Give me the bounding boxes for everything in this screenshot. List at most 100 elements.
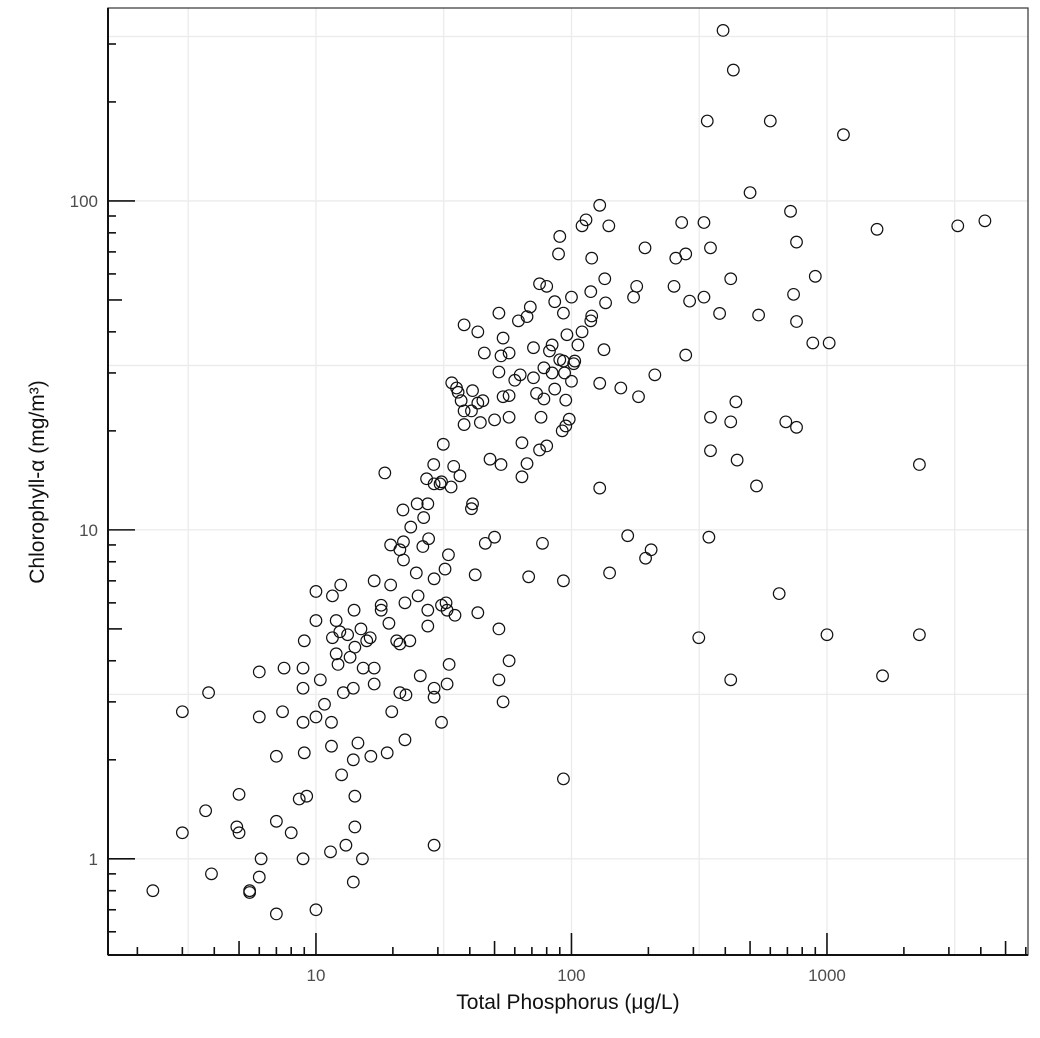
data-point bbox=[520, 457, 534, 471]
data-point bbox=[393, 686, 407, 700]
data-point bbox=[478, 536, 492, 550]
y-tick-label: 1 bbox=[89, 850, 98, 869]
data-point bbox=[598, 272, 612, 286]
data-point bbox=[435, 715, 448, 729]
data-point bbox=[496, 331, 510, 345]
data-point bbox=[421, 497, 435, 511]
data-point bbox=[354, 622, 368, 636]
x-axis-title: Total Phosphorus (μg/L) bbox=[456, 991, 679, 1014]
data-point bbox=[639, 551, 652, 565]
data-point bbox=[442, 548, 455, 562]
data-point bbox=[309, 710, 323, 724]
data-point bbox=[343, 650, 357, 664]
data-point bbox=[453, 469, 467, 483]
data-point bbox=[471, 325, 485, 339]
data-point bbox=[763, 114, 777, 128]
data-point bbox=[351, 736, 365, 750]
data-point bbox=[473, 416, 487, 429]
data-point bbox=[743, 186, 757, 200]
data-point bbox=[438, 562, 452, 576]
data-point bbox=[533, 443, 546, 457]
data-point bbox=[492, 622, 506, 636]
data-point bbox=[356, 852, 369, 866]
data-point bbox=[700, 114, 714, 128]
data-point bbox=[553, 230, 567, 243]
data-point bbox=[697, 216, 711, 229]
data-point bbox=[713, 307, 727, 320]
data-point bbox=[502, 389, 516, 402]
data-point bbox=[523, 300, 537, 314]
data-point bbox=[297, 746, 311, 760]
y-tick-label: 10 bbox=[79, 521, 98, 540]
data-point bbox=[335, 768, 349, 782]
data-point bbox=[750, 479, 763, 493]
data-point bbox=[557, 306, 570, 320]
data-point bbox=[348, 789, 362, 803]
data-point bbox=[367, 574, 381, 588]
data-point bbox=[522, 570, 536, 584]
data-point bbox=[515, 436, 529, 450]
x-tick-label: 100 bbox=[557, 966, 585, 985]
data-point bbox=[471, 396, 485, 410]
data-point bbox=[411, 589, 425, 603]
data-point bbox=[396, 503, 410, 517]
data-point bbox=[199, 804, 213, 818]
data-point bbox=[296, 715, 310, 729]
data-point bbox=[560, 328, 574, 342]
data-point bbox=[175, 705, 189, 719]
data-point bbox=[202, 686, 215, 700]
data-point bbox=[404, 520, 418, 534]
data-point bbox=[466, 384, 479, 398]
data-point bbox=[468, 568, 482, 582]
data-point bbox=[565, 290, 578, 304]
data-points bbox=[146, 23, 992, 921]
data-point bbox=[565, 374, 578, 388]
data-point bbox=[790, 235, 803, 249]
data-point bbox=[417, 511, 431, 524]
data-point bbox=[697, 290, 711, 304]
data-point bbox=[146, 884, 160, 898]
data-point bbox=[435, 475, 448, 489]
data-point bbox=[597, 343, 611, 357]
data-point bbox=[557, 772, 570, 786]
data-point bbox=[822, 336, 836, 350]
data-point bbox=[230, 820, 244, 834]
data-point bbox=[632, 390, 645, 404]
data-point bbox=[729, 395, 743, 409]
data-point bbox=[730, 453, 744, 467]
tick-labels: 10 100 1000 1 10 100 bbox=[70, 192, 846, 985]
data-point bbox=[382, 616, 396, 630]
data-point bbox=[584, 314, 598, 328]
data-point bbox=[403, 634, 417, 648]
data-point bbox=[704, 241, 717, 255]
data-point bbox=[348, 640, 362, 654]
data-point bbox=[558, 366, 572, 380]
data-point bbox=[724, 272, 738, 286]
data-point bbox=[374, 603, 388, 617]
data-point bbox=[512, 314, 525, 328]
data-point bbox=[374, 598, 388, 612]
data-point bbox=[457, 418, 471, 431]
data-point bbox=[492, 306, 506, 320]
data-point bbox=[341, 628, 355, 642]
data-point bbox=[627, 290, 640, 304]
data-point bbox=[575, 325, 589, 339]
data-point bbox=[913, 628, 926, 642]
data-point bbox=[540, 279, 554, 293]
data-point bbox=[363, 631, 377, 645]
data-point bbox=[360, 634, 374, 648]
data-point bbox=[457, 318, 471, 332]
data-point bbox=[277, 661, 291, 675]
gridlines bbox=[108, 8, 1028, 955]
data-point bbox=[422, 532, 436, 546]
data-point bbox=[447, 459, 461, 473]
data-point bbox=[427, 458, 441, 471]
data-point bbox=[243, 886, 257, 899]
data-point bbox=[584, 285, 598, 299]
x-tick-label: 10 bbox=[306, 966, 325, 985]
data-point bbox=[870, 222, 884, 236]
data-point bbox=[784, 204, 797, 218]
y-axis-title: Chlorophyll-α (mg/m³) bbox=[26, 380, 49, 584]
data-point bbox=[496, 695, 510, 709]
data-point bbox=[752, 308, 766, 322]
